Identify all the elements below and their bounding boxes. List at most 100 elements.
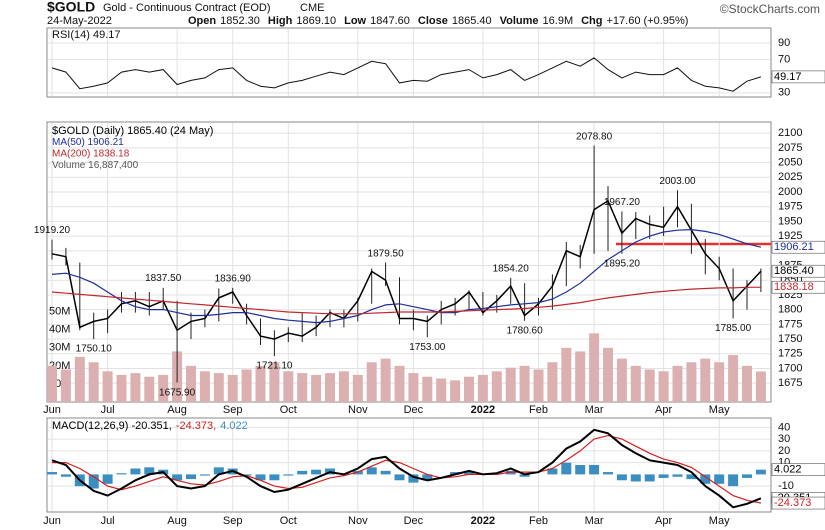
volume-bar — [352, 374, 363, 402]
volume-bar — [47, 365, 57, 402]
volume-bar — [338, 371, 349, 402]
volume-bar — [436, 378, 447, 402]
volume-bar — [700, 358, 711, 402]
header-label: Open — [188, 15, 216, 27]
y-tick-label: 2075 — [778, 142, 802, 154]
x-tick-label: Apr — [655, 404, 672, 416]
histogram-bar — [672, 474, 683, 477]
series-line — [51, 428, 762, 509]
volume-bar — [241, 369, 252, 402]
histogram-bar — [700, 474, 711, 484]
volume-bar — [102, 371, 113, 402]
volume-bar — [616, 358, 627, 402]
histogram-bar — [714, 474, 725, 484]
y-tick-label: 1800 — [778, 304, 802, 316]
header-label: Close — [418, 15, 448, 27]
histogram-bar — [172, 474, 183, 481]
volume-bar — [575, 351, 586, 402]
volume-bar — [213, 373, 224, 402]
price-annotation: 2003.00 — [659, 176, 696, 187]
legend-entry: MA(200) 1838.18 — [52, 149, 130, 160]
x-tick-label: Jul — [101, 404, 115, 416]
volume-bar — [561, 347, 572, 402]
price-annotation: 1785.00 — [715, 323, 752, 334]
x-tick-label: Jun — [43, 515, 61, 527]
histogram-bar — [616, 474, 627, 481]
value-tag-text: 1838.18 — [774, 281, 814, 293]
x-tick-label: Mar — [585, 515, 604, 527]
series-line — [51, 57, 762, 92]
y-tick-label: 1750 — [778, 333, 802, 345]
value-tag — [771, 463, 825, 476]
y-tick-label: 2100 — [778, 127, 802, 139]
header-value: 1852.30 — [220, 15, 260, 27]
header-value: 1865.40 — [452, 15, 492, 27]
series-line — [51, 228, 762, 324]
x-tick-label: Oct — [280, 404, 297, 416]
x-tick-label: Dec — [404, 515, 424, 527]
x-tick-label: Jun — [43, 404, 61, 416]
y-tick-label: 2025 — [778, 171, 802, 183]
price-panel — [46, 121, 772, 403]
x-tick-label: Nov — [348, 515, 368, 527]
price-annotation: 1854.20 — [493, 263, 530, 274]
value-tag — [771, 70, 825, 84]
histogram-bar — [450, 472, 461, 475]
histogram-bar — [241, 474, 252, 476]
volume-bar — [547, 362, 558, 402]
volume-bar — [158, 374, 169, 402]
header-label: Low — [344, 15, 366, 27]
price-annotation: 1675.90 — [159, 387, 196, 398]
histogram-bar — [297, 470, 308, 475]
y-tick-label: 1975 — [778, 201, 802, 213]
x-tick-label: 2022 — [471, 515, 495, 527]
name: Gold - Continuous Contract (EOD) — [103, 2, 271, 14]
header-value: +17.60 (+0.95%) — [607, 15, 689, 27]
histogram-bar — [88, 474, 99, 489]
y-tick-label: 2000 — [778, 186, 802, 198]
volume-bar — [672, 365, 683, 402]
price-annotation: 1836.90 — [215, 274, 252, 285]
header-label: Chg — [581, 15, 602, 27]
price-annotation: 1895.20 — [604, 258, 641, 269]
histogram-bar — [366, 467, 377, 475]
x-tick-label: Dec — [404, 404, 424, 416]
volume-bar — [714, 362, 725, 402]
histogram-bar — [380, 470, 391, 475]
histogram-bar — [255, 474, 266, 481]
volume-bar — [116, 374, 127, 402]
histogram-bar — [130, 468, 141, 475]
volume-bar — [394, 365, 405, 402]
histogram-bar — [575, 465, 586, 475]
x-tick-label: Feb — [529, 515, 548, 527]
volume-bar — [533, 369, 544, 402]
y-tick-label: -10 — [778, 480, 794, 492]
price-annotation: 1721.10 — [256, 361, 293, 372]
histogram-bar — [589, 465, 600, 475]
symbol: $GOLD — [47, 0, 95, 15]
legend-entry: Volume 16,887,400 — [52, 160, 139, 171]
volume-bar — [283, 371, 294, 402]
header-label: Volume — [500, 15, 539, 27]
volume-tick-label: 40M — [49, 324, 70, 336]
volume-bar — [450, 380, 461, 402]
x-tick-label: Jul — [101, 515, 115, 527]
volume-bar — [408, 373, 419, 402]
x-tick-label: 2022 — [471, 404, 495, 416]
value-tag — [771, 496, 825, 510]
volume-bar — [366, 362, 377, 402]
volume-bar — [589, 333, 600, 402]
y-tick-label: 1925 — [778, 230, 802, 242]
price-annotation: 1750.10 — [76, 344, 113, 355]
value-tag-text: 49.17 — [774, 71, 802, 83]
histogram-bar — [742, 474, 752, 478]
x-tick-label: Sep — [223, 404, 243, 416]
volume-bar — [227, 374, 238, 402]
histogram-bar — [283, 474, 294, 476]
volume-bar — [742, 365, 752, 402]
volume-tick-label: 50M — [49, 306, 70, 318]
x-tick-label: Feb — [529, 404, 548, 416]
histogram-bar — [630, 474, 641, 482]
histogram-bar — [561, 462, 572, 475]
